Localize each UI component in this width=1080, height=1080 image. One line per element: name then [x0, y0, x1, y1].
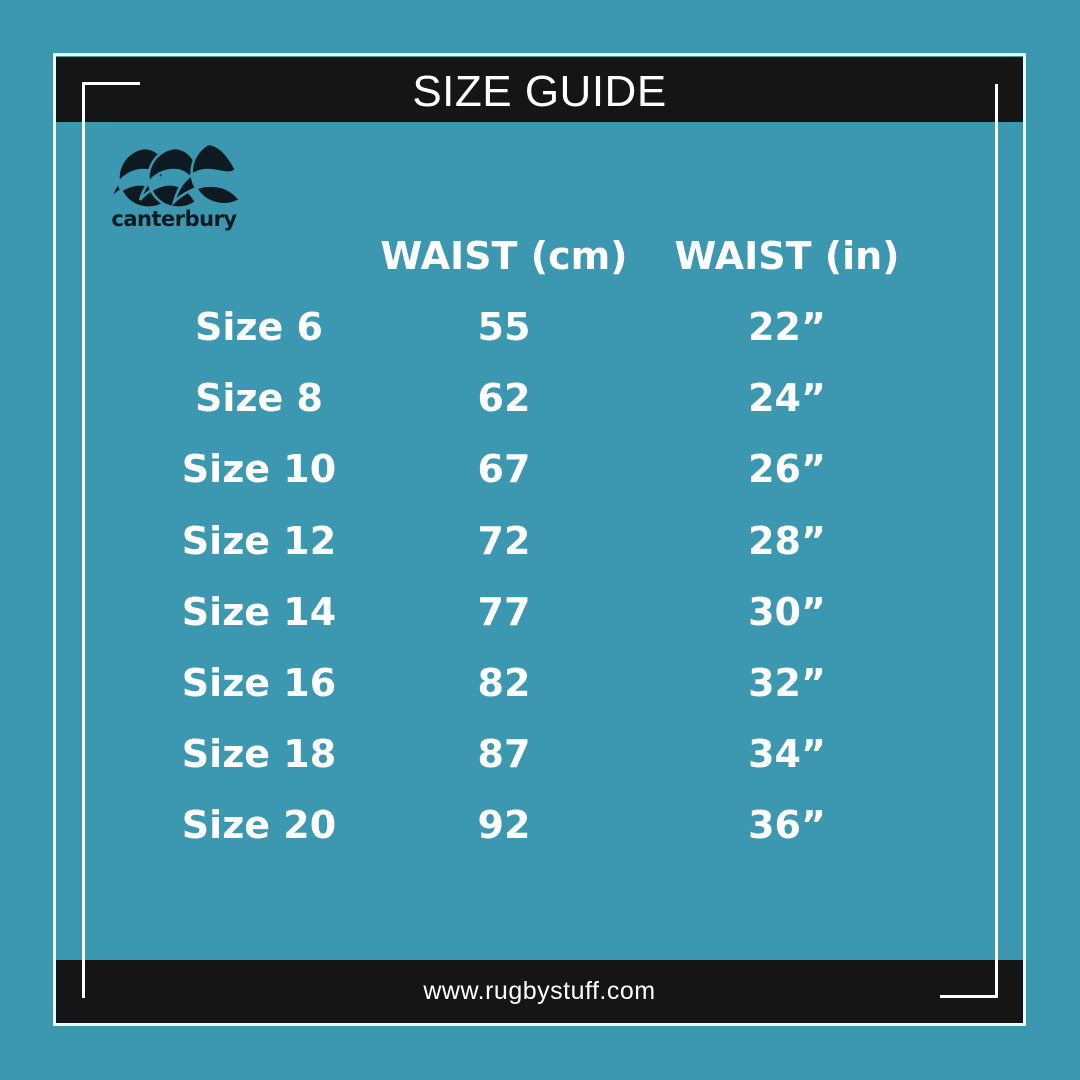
- column-header: WAIST (in): [674, 234, 900, 278]
- cell-in: 30”: [748, 589, 826, 634]
- cell-in: 36”: [748, 803, 826, 848]
- column-header: WAIST (cm): [380, 234, 628, 278]
- cell-cm: 92: [477, 803, 531, 848]
- bracket-right-line: [995, 84, 998, 998]
- footer-url: www.rugbystuff.com: [423, 977, 656, 1005]
- corner-bracket-top-left: [82, 82, 140, 85]
- cell-in: 34”: [748, 732, 826, 777]
- brand-name: canterbury: [111, 207, 237, 231]
- cell-cm: 82: [477, 661, 531, 705]
- footer-bar: www.rugbystuff.com: [56, 960, 1023, 1023]
- cell-size: Size 14: [181, 589, 337, 634]
- cell-size: Size 12: [181, 518, 337, 563]
- cell-in: 24”: [748, 376, 826, 421]
- cell-in: 26”: [748, 447, 826, 492]
- cell-size: Size 20: [181, 803, 337, 848]
- bracket-left-line: [82, 82, 85, 998]
- canterbury-logo-icon: [108, 142, 242, 209]
- cell-cm: 77: [477, 589, 531, 634]
- cell-in: 32”: [748, 661, 826, 705]
- cell-cm: 72: [477, 518, 531, 563]
- cell-cm: 55: [477, 305, 531, 349]
- cell-size: Size 10: [181, 447, 337, 492]
- page-title: SIZE GUIDE: [412, 67, 667, 116]
- cell-size: Size 6: [195, 305, 323, 349]
- cell-cm: 62: [477, 376, 531, 421]
- cell-size: Size 18: [181, 732, 337, 777]
- corner-bracket-bottom-right: [940, 995, 998, 998]
- outer-border: [53, 53, 1026, 1026]
- cell-in: 28”: [748, 518, 826, 563]
- cell-size: Size 8: [195, 376, 323, 421]
- header-bar: SIZE GUIDE: [56, 57, 1023, 122]
- cell-cm: 67: [477, 447, 531, 492]
- cell-in: 22”: [748, 305, 826, 349]
- cell-size: Size 16: [181, 661, 337, 705]
- cell-cm: 87: [477, 732, 531, 777]
